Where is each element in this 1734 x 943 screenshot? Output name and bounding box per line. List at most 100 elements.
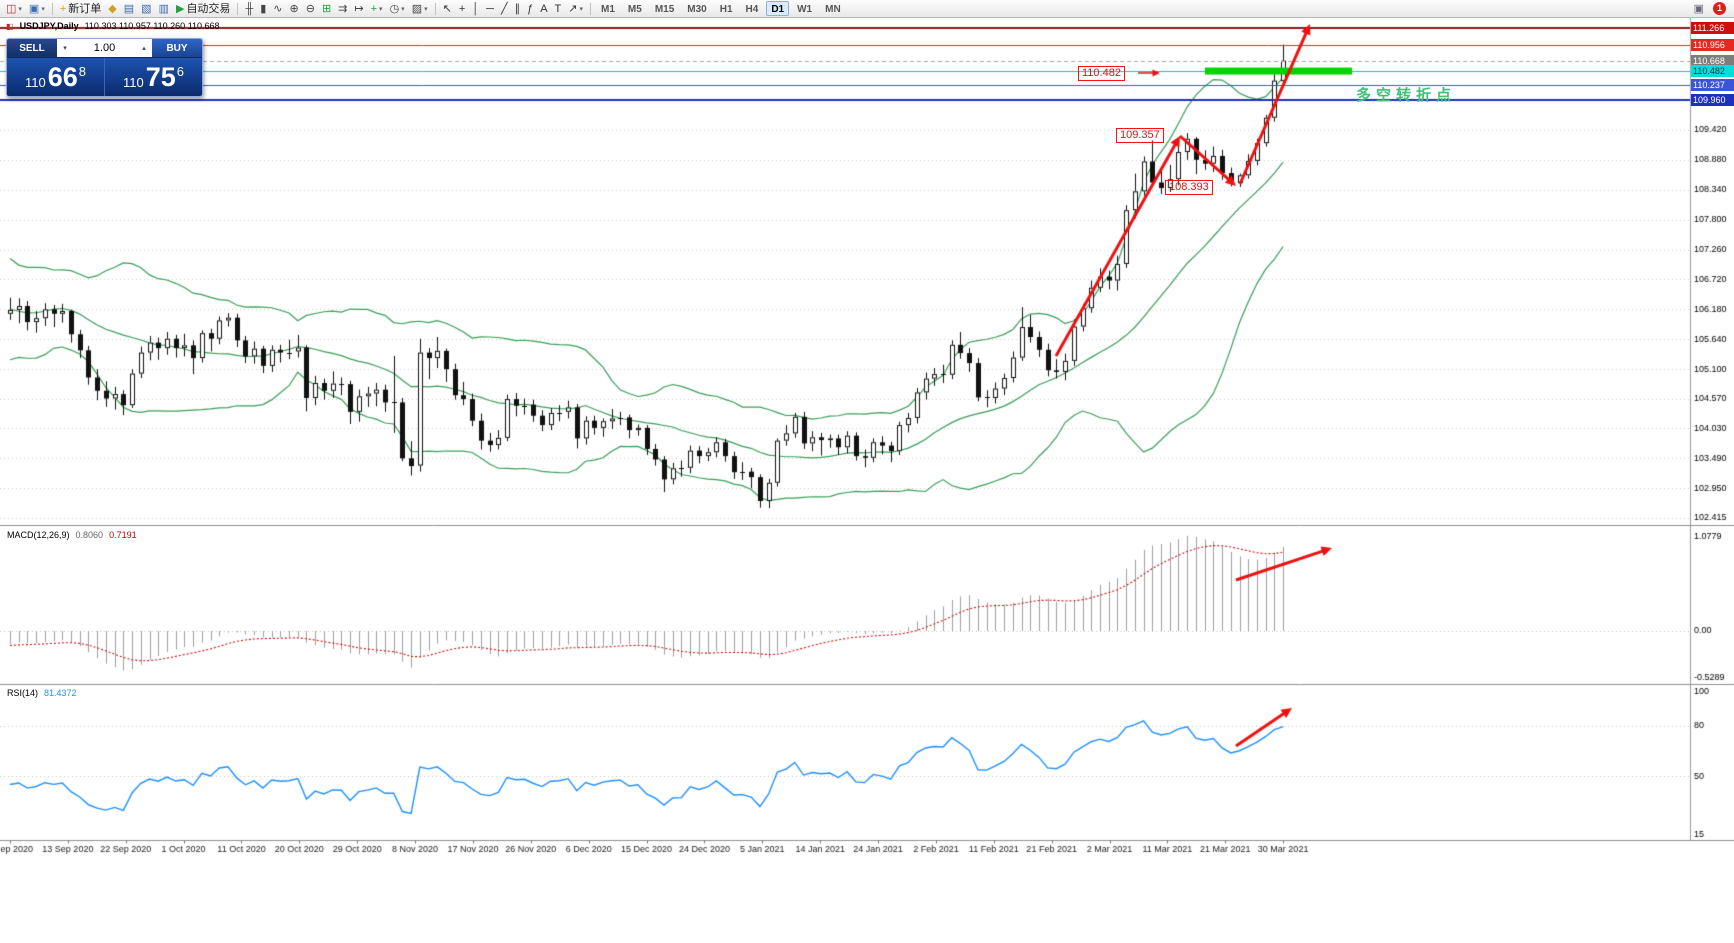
arrow-shapes-icon: ↗ [568, 2, 578, 15]
chart-shift-button[interactable]: ↦ [351, 1, 366, 17]
buy-price-main: 110 [122, 74, 144, 90]
chevron-down-icon: ▾ [41, 5, 45, 13]
buy-button[interactable]: BUY [152, 39, 202, 57]
buy-price-button[interactable]: 110 75 6 [105, 58, 202, 96]
timeframe-m15-button[interactable]: M15 [654, 4, 675, 15]
text-label-icon: T [554, 2, 562, 15]
zoom-in-icon: ⊕ [289, 2, 299, 15]
terminal-button[interactable]: ▥ [156, 1, 172, 17]
data-window-icon: ▤ [123, 2, 135, 15]
zoom-in-button[interactable]: ⊕ [287, 1, 302, 17]
rsi-indicator-label: RSI(14) 81.4372 [7, 688, 77, 698]
crosshair-button[interactable]: + [456, 1, 468, 17]
periods-button[interactable]: ◷ ▾ [387, 1, 408, 17]
macd-signal-value: 0.7191 [109, 530, 137, 540]
price-level-badge: 109.960 [1691, 93, 1734, 106]
cursor-button[interactable]: ↖ [440, 1, 455, 17]
timeframe-mn-button[interactable]: MN [825, 4, 841, 15]
profiles-icon: ▣ [28, 2, 40, 15]
price-level-badge: 110.668 [1691, 54, 1734, 67]
text-button[interactable]: A [537, 1, 550, 17]
sell-price-pip: 8 [78, 63, 86, 79]
lot-size-field: ▾ ▴ [57, 39, 152, 57]
buy-price-pip: 6 [176, 63, 184, 79]
one-click-trading-panel: SELL ▾ ▴ BUY 110 66 8 110 75 6 [6, 38, 203, 97]
sell-button[interactable]: SELL [7, 39, 57, 57]
rsi-value: 81.4372 [44, 688, 77, 698]
line-chart-button[interactable]: ∿ [270, 1, 285, 17]
line-chart-icon: ∿ [273, 2, 283, 15]
timeframe-m30-button[interactable]: M30 [687, 4, 707, 15]
timeframe-h1-button[interactable]: H1 [719, 4, 733, 15]
lot-decrease-button[interactable]: ▾ [63, 45, 67, 52]
new-chart-button[interactable]: ◫ ▾ [3, 1, 25, 17]
market-watch-button[interactable]: ◆ [105, 1, 119, 17]
autotrading-play-icon: ▶ [175, 2, 185, 15]
timeframe-h4-button[interactable]: H4 [745, 4, 759, 15]
chart-symbol-icon: ◧ [6, 21, 14, 31]
timeframe-d1-button[interactable]: D1 [766, 1, 790, 16]
fibonacci-button[interactable]: ƒ [524, 1, 536, 17]
price-divider [104, 58, 105, 96]
price-chart-canvas[interactable] [0, 18, 1734, 943]
toolbar-separator [434, 2, 436, 15]
trendline-button[interactable]: ╱ [498, 1, 511, 17]
indicators-icon: + [370, 2, 378, 15]
turning-point-label[interactable]: 多空转折点 [1356, 87, 1457, 104]
price-annotation-109357[interactable]: 109.357 [1116, 128, 1164, 143]
sell-price-button[interactable]: 110 66 8 [7, 58, 104, 96]
autotrading-button[interactable]: ▶ 自动交易 [173, 1, 233, 17]
one-click-top-row: SELL ▾ ▴ BUY [7, 39, 202, 58]
tile-windows-icon: ⊞ [321, 2, 332, 15]
profiles-button[interactable]: ▣ ▾ [26, 1, 48, 17]
macd-indicator-label: MACD(12,26,9) 0.8060 0.7191 [7, 530, 137, 540]
templates-icon: ▨ [411, 2, 423, 15]
price-level-badge: 111.266 [1691, 21, 1734, 34]
navigator-icon: ▧ [141, 2, 152, 15]
candle-chart-button[interactable]: ▮ [257, 1, 269, 17]
main-toolbar: ◫ ▾ ▣ ▾ + 新订单 ◆ ▤ ▧ ▥ ▶ 自动交易 ╫ ▮ ∿ ⊕ ⊖ ⊞ ⇉ ↦ + ▾ ◷ ▾ ▨ ▾ ↖ + │ ─ ╱ ∥ ƒ A T… [0, 0, 1734, 18]
new-chart-icon: ◫ [6, 2, 17, 15]
lot-size-input[interactable] [81, 42, 128, 54]
new-order-button[interactable]: + 新订单 [57, 1, 104, 17]
navigator-button[interactable]: ▧ [138, 1, 154, 17]
price-annotation-110482[interactable]: 110.482 [1078, 66, 1125, 81]
terminal-icon: ▥ [158, 2, 169, 15]
lot-increase-button[interactable]: ▴ [142, 45, 146, 52]
zoom-out-button[interactable]: ⊖ [303, 1, 318, 17]
chart-shift-icon: ↦ [354, 2, 364, 15]
trendline-icon: ╱ [500, 2, 508, 15]
chevron-down-icon: ▾ [379, 5, 383, 13]
channel-button[interactable]: ∥ [512, 1, 524, 17]
new-order-icon: + [59, 2, 67, 15]
chevron-down-icon: ▾ [18, 5, 22, 13]
notifications-badge[interactable]: 1 [1713, 2, 1726, 15]
auto-scroll-button[interactable]: ⇉ [335, 1, 350, 17]
timeframe-m1-button[interactable]: M1 [601, 4, 615, 15]
auto-scroll-icon: ⇉ [338, 2, 348, 15]
price-level-badge: 110.237 [1691, 78, 1734, 91]
sell-price-big: 66 [47, 62, 78, 92]
price-level-badge: 110.482 [1691, 65, 1734, 78]
bar-chart-button[interactable]: ╫ [242, 1, 256, 17]
text-icon: A [540, 2, 548, 15]
label-button[interactable]: T [552, 1, 565, 17]
tile-windows-button[interactable]: ⊞ [319, 1, 334, 17]
price-level-badge: 110.956 [1691, 38, 1734, 51]
templates-button[interactable]: ▨ ▾ [409, 1, 431, 17]
cursor-icon: ↖ [442, 2, 452, 15]
horizontal-line-button[interactable]: ─ [483, 1, 497, 17]
toolbar-separator [237, 2, 239, 15]
price-annotation-108393[interactable]: 108.393 [1165, 180, 1213, 195]
macd-name: MACD(12,26,9) [7, 530, 70, 540]
news-button[interactable]: ▣ [1691, 1, 1707, 17]
arrows-button[interactable]: ↗ ▾ [565, 1, 586, 17]
timeframe-w1-button[interactable]: W1 [797, 4, 813, 15]
vertical-line-button[interactable]: │ [469, 1, 482, 17]
equidistant-channel-icon: ∥ [514, 2, 521, 15]
one-click-price-row: 110 66 8 110 75 6 [7, 58, 202, 96]
data-window-button[interactable]: ▤ [121, 1, 137, 17]
periods-clock-icon: ◷ [389, 2, 400, 15]
timeframe-m5-button[interactable]: M5 [627, 4, 642, 15]
indicators-button[interactable]: + ▾ [368, 1, 386, 17]
